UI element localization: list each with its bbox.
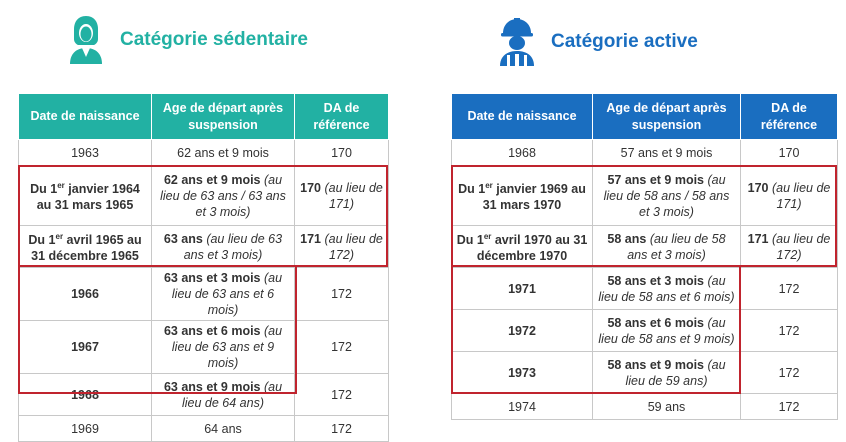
age-cell: 57 ans et 9 mois (au lieu de 58 ans / 58… [592, 165, 741, 226]
construction-worker-icon [497, 16, 537, 68]
table-header-row: Date de naissance Age de départ après su… [451, 93, 838, 140]
left-table: Date de naissance Age de départ après su… [18, 93, 389, 442]
da-cell: 171 (au lieu de 172) [740, 225, 838, 268]
table-row: 1968 57 ans et 9 mois 170 [451, 139, 838, 166]
date-cell: 1972 [451, 309, 593, 352]
age-cell: 63 ans et 6 mois (au lieu de 63 ans et 9… [151, 320, 295, 374]
table-header-row: Date de naissance Age de départ après su… [18, 93, 389, 140]
age-cell: 62 ans et 9 mois [151, 139, 295, 166]
table-row: Du 1er janvier 1969 au 31 mars 1970 57 a… [451, 165, 838, 226]
table-row: 1971 58 ans et 3 mois (au lieu de 58 ans… [451, 267, 838, 310]
date-cell: 1968 [18, 373, 152, 416]
column-header: DA de référence [294, 93, 389, 140]
da-cell: 172 [294, 267, 389, 321]
da-cell: 172 [740, 351, 838, 394]
da-cell: 170 [294, 139, 389, 166]
age-cell: 59 ans [592, 393, 741, 420]
column-header: Date de naissance [451, 93, 593, 140]
left-heading-title: Catégorie sédentaire [120, 29, 308, 50]
da-cell: 172 [740, 393, 838, 420]
age-cell: 63 ans (au lieu de 63 ans et 3 mois) [151, 225, 295, 268]
age-cell: 63 ans et 3 mois (au lieu de 63 ans et 6… [151, 267, 295, 321]
age-cell: 58 ans et 3 mois (au lieu de 58 ans et 6… [592, 267, 741, 310]
da-cell: 172 [294, 320, 389, 374]
table-row: 1963 62 ans et 9 mois 170 [18, 139, 389, 166]
da-cell: 170 (au lieu de 171) [294, 165, 389, 226]
da-cell: 170 [740, 139, 838, 166]
column-header: Age de départ après suspension [592, 93, 741, 140]
column-header: DA de référence [740, 93, 838, 140]
table-row: Du 1er janvier 1964 au 31 mars 1965 62 a… [18, 165, 389, 226]
table-row: 1966 63 ans et 3 mois (au lieu de 63 ans… [18, 267, 389, 321]
date-cell: 1963 [18, 139, 152, 166]
date-cell: Du 1er avril 1970 au 31 décembre 1970 [451, 225, 593, 268]
female-person-icon [66, 14, 106, 66]
age-cell: 64 ans [151, 415, 295, 442]
date-cell: 1969 [18, 415, 152, 442]
left-heading: Catégorie sédentaire [66, 14, 308, 66]
date-cell: 1966 [18, 267, 152, 321]
da-cell: 172 [740, 267, 838, 310]
date-cell: Du 1er janvier 1969 au 31 mars 1970 [451, 165, 593, 226]
table-row: 1973 58 ans et 9 mois (au lieu de 59 ans… [451, 351, 838, 394]
table-row: 1974 59 ans 172 [451, 393, 838, 420]
age-cell: 63 ans et 9 mois (au lieu de 64 ans) [151, 373, 295, 416]
age-cell: 58 ans et 9 mois (au lieu de 59 ans) [592, 351, 741, 394]
age-cell: 62 ans et 9 mois (au lieu de 63 ans / 63… [151, 165, 295, 226]
date-cell: 1968 [451, 139, 593, 166]
date-cell: 1974 [451, 393, 593, 420]
right-heading-title: Catégorie active [551, 31, 698, 52]
date-cell: Du 1er avril 1965 au 31 décembre 1965 [18, 225, 152, 268]
da-cell: 171 (au lieu de 172) [294, 225, 389, 268]
da-cell: 170 (au lieu de 171) [740, 165, 838, 226]
table-row: Du 1er avril 1970 au 31 décembre 1970 58… [451, 225, 838, 268]
da-cell: 172 [294, 373, 389, 416]
date-cell: 1971 [451, 267, 593, 310]
age-cell: 58 ans et 6 mois (au lieu de 58 ans et 9… [592, 309, 741, 352]
da-cell: 172 [294, 415, 389, 442]
table-row: 1968 63 ans et 9 mois (au lieu de 64 ans… [18, 373, 389, 416]
age-cell: 58 ans (au lieu de 58 ans et 3 mois) [592, 225, 741, 268]
table-row: Du 1er avril 1965 au 31 décembre 1965 63… [18, 225, 389, 268]
age-cell: 57 ans et 9 mois [592, 139, 741, 166]
right-heading: Catégorie active [497, 16, 698, 68]
date-cell: 1967 [18, 320, 152, 374]
da-cell: 172 [740, 309, 838, 352]
table-row: 1969 64 ans 172 [18, 415, 389, 442]
right-table: Date de naissance Age de départ après su… [451, 93, 838, 420]
column-header: Date de naissance [18, 93, 152, 140]
table-row: 1972 58 ans et 6 mois (au lieu de 58 ans… [451, 309, 838, 352]
date-cell: Du 1er janvier 1964 au 31 mars 1965 [18, 165, 152, 226]
date-cell: 1973 [451, 351, 593, 394]
column-header: Age de départ après suspension [151, 93, 295, 140]
table-row: 1967 63 ans et 6 mois (au lieu de 63 ans… [18, 320, 389, 374]
